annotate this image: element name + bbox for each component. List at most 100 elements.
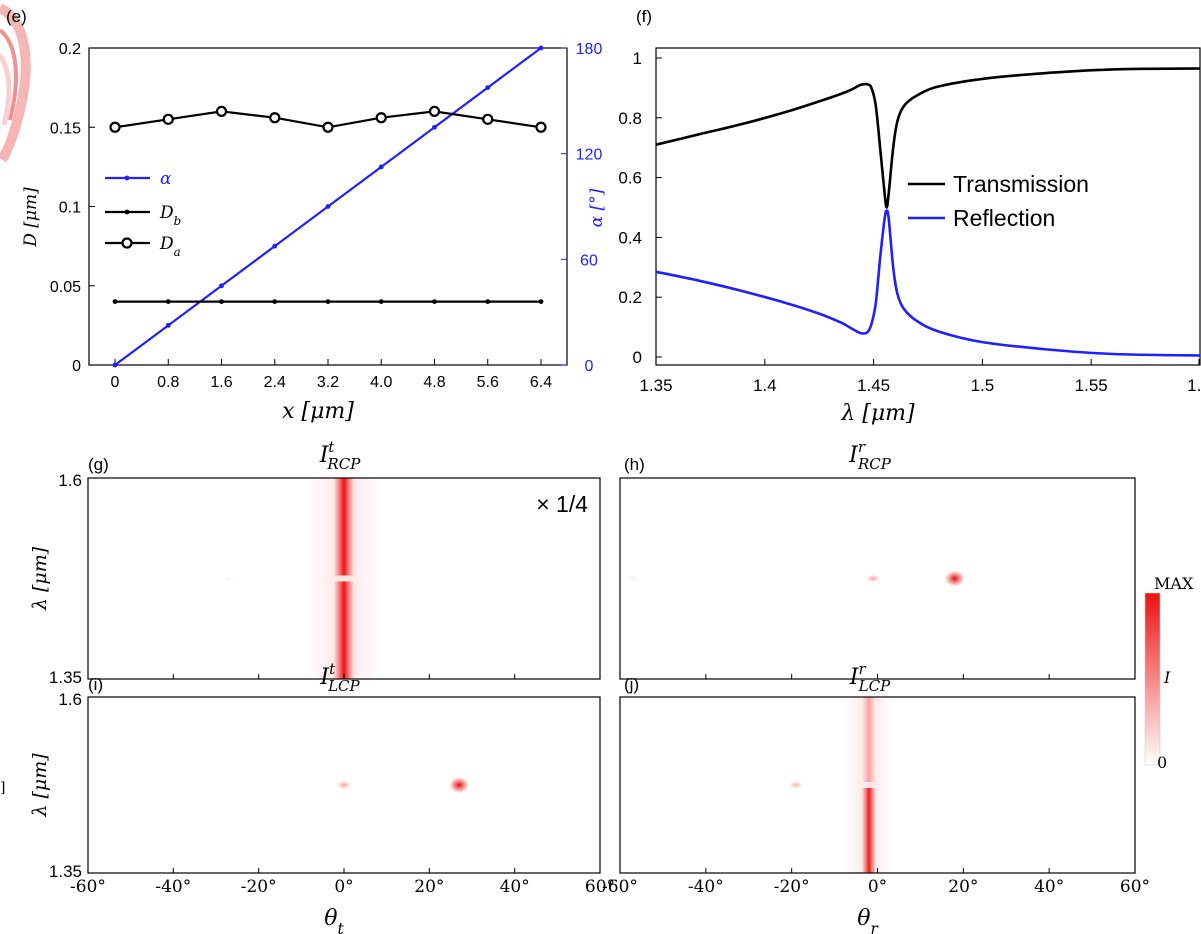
panel-i: -60° -40° -20° 0° 20° 40° 60° 1.6 1.35 λ [μm] θt (i…	[29, 660, 615, 934]
x-tick-label: 2.4	[264, 374, 286, 391]
cropped-bracket-glyph: ]	[0, 780, 5, 796]
x-tick-label: 1.6	[210, 374, 232, 391]
y-tick-label: 1.35	[49, 862, 82, 881]
x-tick-label: 1.6	[1187, 376, 1201, 395]
y-tick-label: 0.6	[618, 169, 642, 188]
y-tick-label: 0	[633, 348, 642, 367]
cropped-neighbor-graphic	[0, 3, 31, 163]
data-point-α	[112, 362, 118, 368]
panel-label: (f)	[636, 7, 652, 26]
data-point-Da	[162, 113, 174, 125]
x-tick-label: -60°	[602, 877, 638, 897]
panel-label: (h)	[624, 455, 645, 474]
data-point-Db	[485, 299, 491, 304]
scale-annotation: × 1/4	[536, 491, 588, 517]
x-tick-label: 1.5	[971, 376, 995, 395]
x-tick-label: 20°	[414, 877, 444, 897]
data-point-Da	[535, 121, 547, 133]
panel-g: 1.6 1.35 λ [μm] (g) It RCP × 1/4	[29, 438, 601, 687]
plot-frame	[655, 47, 1201, 366]
panel-title: It RCP	[319, 438, 362, 473]
x-axis-label: θt	[324, 906, 344, 934]
x-tick-label: 20°	[948, 877, 978, 897]
data-point-Db	[272, 299, 278, 304]
y-tick-label: 0.05	[50, 279, 81, 296]
x-tick-label: -40°	[688, 877, 724, 897]
data-point-α	[432, 124, 437, 130]
data-point-α	[272, 243, 278, 249]
heatmap-panels: 1.6 1.35 λ [μm] (g) It RCP × 1/4 (h) Ir RCP -60° -4…	[29, 438, 1150, 934]
colorbar-gradient	[1144, 592, 1161, 766]
x-tick-label: 6.4	[530, 374, 552, 391]
data-point-Db	[165, 299, 171, 304]
panel-f: (f) 1.35 1.4 1.45 1.5 1.55 1.6 0 0.2 0.4 0.6 0.8 1…	[618, 7, 1201, 426]
x-tick-label: 3.2	[317, 374, 339, 391]
data-point-α	[325, 204, 331, 209]
x-tick-label: 1.55	[1075, 376, 1108, 395]
intensity-spot	[944, 570, 965, 587]
legend-marker	[124, 209, 130, 215]
colorbar-max-label: MAX	[1154, 574, 1194, 593]
data-point-α	[165, 322, 171, 328]
colorbar-min-label: 0	[1157, 753, 1167, 772]
x-tick-label: 0.8	[157, 374, 179, 391]
data-point-Da	[215, 105, 228, 118]
colorbar: MAX I 0	[1144, 574, 1194, 772]
y-tick-label-right: 180	[576, 41, 603, 58]
data-point-Da	[269, 112, 281, 124]
data-point-Db	[538, 299, 544, 304]
y-tick-label: 0.4	[618, 228, 642, 247]
y-axis-label-left: D [μm]	[21, 187, 41, 248]
data-point-Da	[109, 121, 121, 133]
series-line-Reflection	[655, 209, 1201, 357]
y-axis-label-right: α [°]	[587, 188, 607, 227]
y-tick-label: 0.2	[618, 288, 642, 307]
x-tick-label: -60°	[70, 877, 106, 897]
data-point-Db	[112, 299, 118, 304]
y-tick-label: 0.15	[50, 120, 81, 137]
x-tick-label: -20°	[774, 877, 810, 897]
intensity-halo	[306, 478, 382, 679]
data-point-Db	[219, 299, 224, 304]
data-point-Db	[325, 299, 331, 304]
data-point-α	[219, 283, 224, 289]
x-axis-label: x [μm]	[282, 399, 354, 424]
data-point-Db	[378, 299, 384, 304]
legend-marker	[121, 237, 133, 249]
legend: α Db Da	[105, 169, 181, 259]
data-point-Da	[482, 113, 494, 125]
y-tick-label-right: 0	[585, 358, 594, 375]
legend-label: Reflection	[953, 205, 1055, 231]
legend-marker	[124, 175, 130, 181]
panel-label: (j)	[624, 675, 639, 694]
x-tick-label: 40°	[1034, 877, 1064, 897]
x-tick-label: 5.6	[477, 374, 499, 391]
intensity-spot	[866, 574, 881, 583]
panel-title: It LCP	[319, 660, 360, 695]
x-tick-label: 0°	[334, 877, 353, 897]
intensity-spot	[337, 781, 351, 789]
x-tick-label: 1.35	[639, 376, 672, 395]
data-point-Da	[375, 112, 387, 124]
x-axis-label: θr	[857, 906, 879, 934]
panel-e: (e) 0 0.8 1.6 2.4 3.2 4.0 4.8 5.6 6.4 0 0.05 0.1 0.…	[6, 7, 607, 424]
y-tick-label: 1.35	[49, 668, 82, 687]
x-tick-label: 0	[111, 374, 120, 391]
y-tick-label-right: 60	[580, 252, 598, 269]
legend-label: Transmission	[953, 171, 1089, 197]
data-point-α	[378, 164, 384, 170]
intensity-spot	[625, 574, 640, 583]
x-tick-label: 0°	[868, 877, 887, 897]
x-axis-label: λ [μm]	[840, 401, 915, 426]
intensity-spot	[788, 781, 803, 789]
y-tick-label: 0.2	[59, 41, 81, 58]
x-tick-label: 60°	[585, 877, 615, 897]
intensity-spot	[221, 574, 236, 583]
x-tick-label: -20°	[241, 877, 277, 897]
x-tick-label: 1.45	[857, 376, 890, 395]
legend-label: Db	[159, 203, 181, 228]
y-tick-label: 1	[633, 49, 642, 68]
y-tick-label: 0	[72, 358, 81, 375]
panel-label: (g)	[88, 455, 109, 474]
